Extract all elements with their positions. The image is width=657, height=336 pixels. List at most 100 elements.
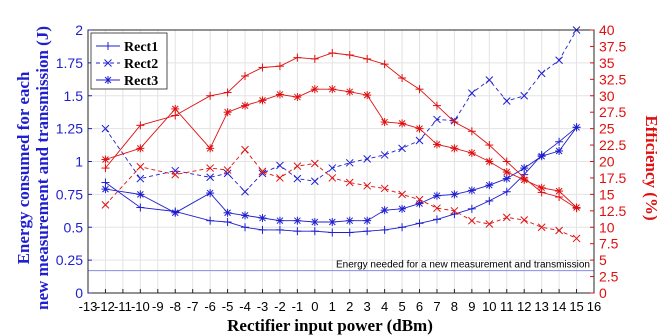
x-tick-label: -4 [239, 299, 251, 314]
efficiency-point-rect1 [206, 91, 215, 100]
right-tick-label: 15 [599, 186, 615, 202]
right-tick-label: 12.5 [599, 203, 626, 219]
x-tick-label: 6 [416, 299, 423, 314]
energy-point-rect3 [415, 199, 424, 208]
left-tick-label: 0.25 [56, 252, 83, 268]
efficiency-point-rect3 [398, 119, 407, 128]
legend-label: Rect1 [124, 40, 158, 55]
energy-point-rect1 [363, 227, 372, 236]
efficiency-point-rect2 [502, 213, 511, 222]
efficiency-point-rect2 [363, 181, 372, 190]
efficiency-point-rect3 [275, 90, 284, 99]
energy-point-rect1 [206, 216, 215, 225]
energy-point-rect3 [398, 204, 407, 213]
efficiency-point-rect3 [258, 96, 267, 105]
efficiency-point-rect1 [275, 62, 284, 71]
efficiency-point-rect3 [136, 144, 145, 153]
right-axis-title: Efficiency (%) [642, 115, 657, 220]
energy-point-rect2 [258, 169, 267, 178]
energy-point-rect1 [275, 225, 284, 234]
energy-point-rect2 [468, 89, 476, 97]
energy-point-rect3 [258, 214, 267, 223]
efficiency-point-rect3 [241, 101, 250, 110]
x-tick-label: -13 [79, 299, 98, 314]
right-tick-label: 17.5 [599, 170, 626, 186]
efficiency-point-rect3 [171, 104, 180, 113]
right-tick-label: 20 [599, 154, 615, 170]
efficiency-point-rect3 [520, 175, 529, 184]
energy-point-rect2 [398, 144, 406, 153]
energy-point-rect2 [433, 115, 441, 124]
efficiency-point-rect3 [467, 148, 476, 157]
efficiency-point-rect2 [572, 234, 581, 243]
efficiency-point-rect2 [485, 220, 494, 228]
x-tick-label: -5 [222, 299, 234, 314]
threshold-group: Energy needed for a new measurement and … [88, 260, 594, 272]
left-axis-title-line: Energy consumed for each [14, 71, 33, 264]
energy-point-rect1 [380, 225, 389, 234]
x-axis-ticks: -13-12 -11 -10 -9 -8 -7 -6 -5 -4 -3 -2 -1 0 1 2 3 4 5 6 7 8 9… [79, 289, 601, 314]
right-tick-label: 2.5 [599, 269, 619, 285]
efficiency-point-rect2 [450, 206, 459, 215]
efficiency-point-rect1 [415, 85, 424, 94]
legend-label: Rect2 [124, 57, 158, 72]
x-tick-label: 10 [482, 299, 496, 314]
efficiency-point-rect1 [101, 164, 110, 173]
x-tick-label: -7 [187, 299, 199, 314]
efficiency-point-rect3 [380, 118, 389, 127]
left-tick-label: 0.75 [56, 186, 83, 202]
x-tick-label: 16 [587, 299, 601, 314]
energy-point-rect3 [345, 216, 354, 225]
energy-point-rect2 [485, 76, 494, 84]
energy-point-rect3 [555, 146, 564, 155]
right-tick-label: 25 [599, 121, 615, 137]
right-tick-label: 0 [599, 285, 607, 301]
efficiency-point-rect1 [398, 73, 407, 82]
efficiency-point-rect3 [537, 183, 546, 192]
energy-point-rect3 [328, 217, 337, 226]
efficiency-point-rect1 [345, 50, 354, 59]
efficiency-point-rect1 [363, 54, 372, 63]
energy-point-rect3 [485, 181, 494, 190]
x-tick-label: 11 [500, 299, 514, 314]
right-tick-label: 32.5 [599, 71, 626, 87]
x-tick-label: 2 [346, 299, 353, 314]
energy-point-rect2 [520, 91, 529, 100]
efficiency-point-rect1 [467, 127, 476, 136]
efficiency-point-rect3 [293, 93, 302, 102]
efficiency-point-rect3 [328, 85, 337, 94]
efficiency-point-rect3 [101, 155, 110, 164]
energy-point-rect2 [328, 164, 337, 172]
efficiency-point-rect3 [310, 85, 319, 94]
energy-point-rect2 [345, 158, 354, 167]
energy-point-rect1 [293, 227, 302, 236]
energy-point-rect3 [572, 123, 581, 132]
x-tick-label: 3 [364, 299, 371, 314]
efficiency-point-rect2 [468, 216, 476, 225]
efficiency-point-rect2 [520, 216, 529, 224]
x-tick-label: 9 [468, 299, 475, 314]
energy-point-rect3 [171, 208, 180, 217]
energy-point-rect3 [363, 216, 372, 225]
series-group [101, 26, 581, 243]
left-axis-title-line: new measurement and transmission (J) [33, 26, 52, 310]
efficiency-point-rect1 [328, 49, 337, 58]
energy-point-rect3 [310, 217, 319, 226]
energy-point-rect2 [415, 136, 424, 145]
energy-point-rect1 [398, 223, 407, 232]
left-tick-label: 1 [75, 154, 83, 170]
energy-point-rect2 [293, 174, 302, 183]
energy-point-rect1 [258, 225, 267, 234]
legend-marker [104, 59, 112, 67]
left-axis-ticks: 0 0.25 0.5 0.75 1 1.25 1.5 1.75 2 [56, 22, 92, 301]
x-axis-title: Rectifier input power (dBm) [227, 316, 433, 335]
energy-point-rect1 [310, 227, 319, 236]
efficiency-point-rect1 [136, 121, 145, 130]
x-tick-label: 12 [517, 299, 531, 314]
efficiency-point-rect2 [258, 167, 267, 176]
energy-point-rect1 [467, 204, 476, 213]
x-tick-label: 5 [398, 299, 405, 314]
left-axis-title: Energy consumed for eachnew measurement … [14, 26, 52, 310]
right-tick-label: 10 [599, 219, 615, 235]
efficiency-point-rect2 [537, 223, 546, 232]
